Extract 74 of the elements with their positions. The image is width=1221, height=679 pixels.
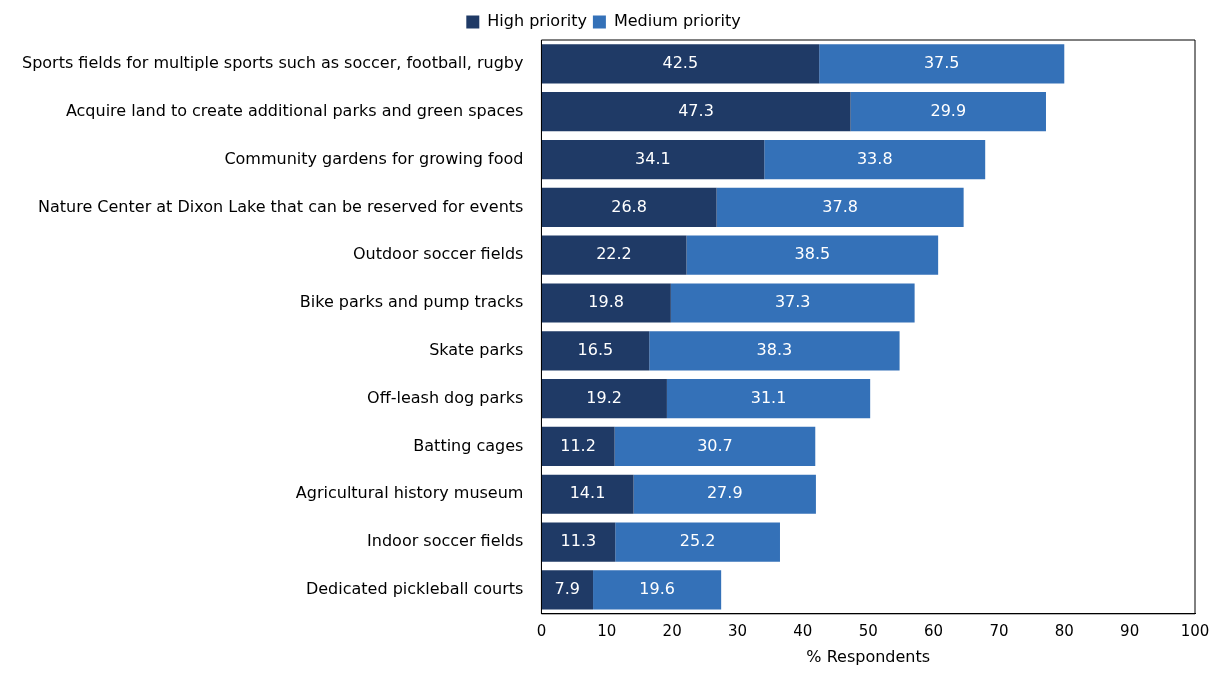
x-axis-title: % Respondents [806, 646, 931, 666]
data-label: 19.8 [588, 292, 624, 312]
data-label: 31.1 [750, 387, 787, 407]
x-tick-label: 40 [793, 621, 813, 640]
data-label: 11.3 [560, 531, 597, 551]
x-tick-label: 100 [1180, 621, 1210, 640]
x-tick-label: 60 [924, 621, 944, 640]
x-tick-label: 70 [989, 621, 1009, 640]
bar [541, 139, 765, 180]
y-tick-label: Nature Center at Dixon Lake that can be reserved for events [38, 196, 524, 216]
bar [633, 474, 816, 514]
bar [615, 522, 780, 562]
bar [541, 331, 650, 371]
data-label: 37.5 [923, 53, 960, 73]
y-tick-label: Batting cages [413, 435, 524, 455]
bar [541, 92, 851, 132]
data-label: 47.3 [678, 100, 714, 120]
data-label: 37.8 [822, 196, 858, 216]
y-tick-label: Sports fields for multiple sports such as soccer, football, rugby [21, 53, 524, 73]
data-label: 38.5 [794, 244, 831, 264]
bar [649, 331, 900, 371]
y-tick-label: Indoor soccer fields [367, 531, 524, 551]
data-label: 19.2 [586, 387, 622, 407]
bar [764, 139, 986, 180]
y-tick-label: Agricultural history museum [295, 483, 524, 503]
data-label: 33.8 [856, 148, 893, 168]
data-label: 14.1 [569, 483, 606, 503]
data-label: 27.9 [706, 483, 743, 503]
y-tick-label: Skate parks [429, 339, 524, 359]
legend-label: High priority [487, 11, 587, 31]
data-label: 26.8 [611, 196, 647, 216]
bar [541, 283, 671, 323]
y-tick-label: Off-leash dog parks [367, 387, 524, 407]
bar [541, 235, 687, 275]
x-tick-label: 50 [858, 621, 878, 640]
x-tick-label: 90 [1120, 621, 1140, 640]
data-label: 7.9 [554, 579, 580, 599]
data-label: 16.5 [577, 339, 614, 359]
bar [541, 474, 634, 514]
bar [670, 283, 915, 323]
bar [541, 187, 717, 227]
bar [716, 187, 964, 227]
data-label: 25.2 [679, 531, 716, 551]
bar [666, 379, 871, 419]
data-label: 19.6 [639, 579, 675, 599]
x-tick-label: 30 [727, 621, 748, 640]
bar [850, 92, 1046, 132]
data-label: 30.7 [697, 435, 733, 455]
x-tick-label: 20 [662, 621, 682, 640]
x-tick-label: 10 [597, 621, 617, 640]
x-tick-label: 80 [1054, 621, 1074, 640]
data-label: 29.9 [930, 100, 967, 120]
data-label: 38.3 [756, 339, 793, 359]
bar [593, 570, 722, 610]
data-label: 22.2 [596, 244, 632, 264]
bar [541, 44, 820, 84]
y-tick-label: Acquire land to create additional parks and green spaces [65, 100, 524, 120]
bar [614, 426, 816, 467]
bar [541, 570, 594, 610]
bar [541, 522, 616, 562]
legend-label: Medium priority [613, 11, 741, 31]
data-label: 37.3 [774, 292, 811, 312]
y-tick-label: Bike parks and pump tracks [299, 292, 524, 312]
bar [686, 235, 939, 275]
x-tick-label: 0 [536, 621, 547, 640]
y-tick-label: Community gardens for growing food [224, 148, 524, 168]
bar [819, 44, 1065, 84]
y-tick-label: Dedicated pickleball courts [305, 579, 524, 599]
bar [541, 426, 615, 467]
y-tick-label: Outdoor soccer fields [352, 244, 524, 264]
bar [541, 379, 667, 419]
data-label: 42.5 [662, 53, 699, 73]
data-label: 34.1 [635, 148, 671, 168]
data-label: 11.2 [560, 435, 596, 455]
